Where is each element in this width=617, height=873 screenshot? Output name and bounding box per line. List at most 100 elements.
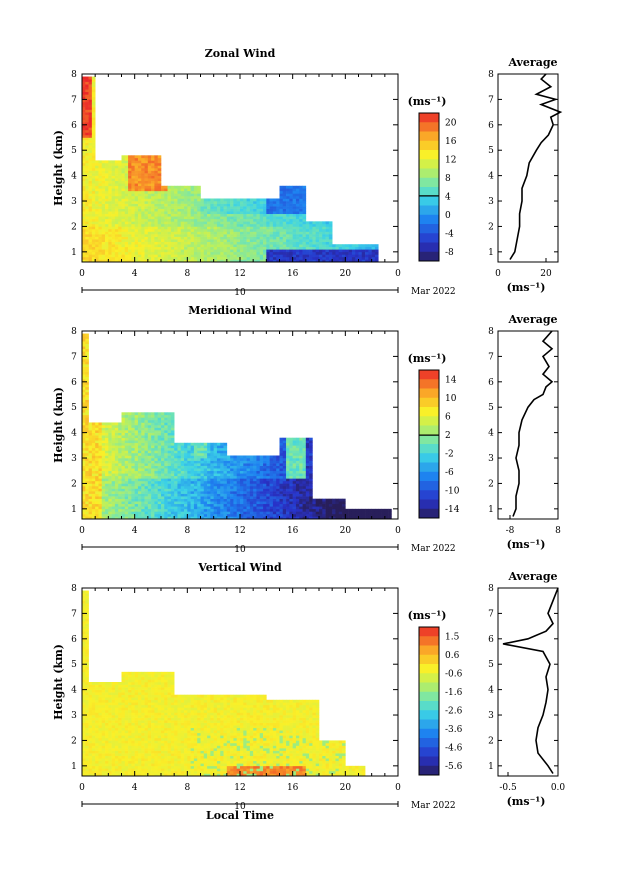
heatmap-cell bbox=[371, 254, 376, 258]
heatmap-cell bbox=[91, 485, 96, 489]
heatmap-cell bbox=[177, 455, 182, 459]
heatmap-cell bbox=[91, 445, 96, 449]
heatmap-cell bbox=[203, 249, 208, 253]
heatmap-cell bbox=[249, 228, 254, 232]
heatmap-cell bbox=[164, 259, 168, 263]
heatmap-cell bbox=[240, 244, 244, 248]
heatmap-cell bbox=[299, 208, 303, 212]
heatmap-cell bbox=[157, 178, 162, 181]
heatmap-cell bbox=[200, 251, 205, 255]
heatmap-cell bbox=[200, 445, 205, 449]
heatmap-cell bbox=[108, 175, 112, 179]
heatmap-cell bbox=[226, 231, 231, 235]
heatmap-cell bbox=[111, 188, 116, 192]
heatmap-cell bbox=[91, 241, 96, 245]
heatmap-cell bbox=[286, 193, 290, 197]
heatmap-cell bbox=[203, 478, 208, 482]
heatmap-cell bbox=[236, 208, 241, 212]
heatmap-cell bbox=[276, 470, 280, 474]
heatmap-cell bbox=[124, 246, 129, 250]
heatmap-cell bbox=[325, 259, 330, 263]
heatmap-cell bbox=[263, 251, 267, 255]
heatmap-cell bbox=[82, 89, 86, 93]
heatmap-cell bbox=[233, 516, 238, 520]
heatmap-cell bbox=[295, 203, 300, 207]
heatmap-cell bbox=[95, 437, 99, 441]
heatmap-cell bbox=[286, 251, 290, 255]
heatmap-cell bbox=[184, 508, 188, 512]
heatmap-cell bbox=[266, 475, 270, 479]
heatmap-cell bbox=[124, 506, 129, 510]
heatmap-cell bbox=[154, 442, 159, 446]
heatmap-cell bbox=[328, 249, 333, 253]
heatmap-cell bbox=[114, 223, 119, 227]
heatmap-cell bbox=[190, 503, 195, 507]
heatmap-cell bbox=[253, 239, 257, 242]
heatmap-cell bbox=[85, 485, 89, 489]
heatmap-cell bbox=[170, 185, 175, 189]
heatmap-cell bbox=[203, 493, 208, 497]
heatmap-cell bbox=[121, 432, 126, 436]
heatmap-cell bbox=[207, 470, 211, 474]
heatmap-cell bbox=[174, 206, 178, 209]
heatmap-cell bbox=[85, 101, 89, 105]
heatmap-cell bbox=[154, 445, 159, 449]
heatmap-cell bbox=[203, 234, 208, 237]
heatmap-cell bbox=[151, 508, 155, 512]
heatmap-cell bbox=[137, 168, 142, 171]
heatmap-cell bbox=[282, 513, 287, 517]
heatmap-cell bbox=[187, 447, 191, 451]
heatmap-cell bbox=[98, 254, 103, 258]
heatmap-cell bbox=[289, 478, 293, 482]
heatmap-cell bbox=[131, 465, 135, 469]
heatmap-cell bbox=[210, 256, 214, 260]
heatmap-cell bbox=[82, 104, 86, 108]
heatmap-cell bbox=[259, 501, 264, 505]
heatmap-cell bbox=[203, 236, 208, 240]
heatmap-cell bbox=[164, 203, 168, 207]
heatmap-cell bbox=[269, 508, 274, 512]
heatmap-cell bbox=[147, 195, 152, 199]
heatmap-cell bbox=[85, 211, 89, 215]
heatmap-cell bbox=[246, 478, 251, 482]
heatmap-cell bbox=[216, 503, 221, 507]
heatmap-cell bbox=[118, 488, 122, 492]
heatmap-cell bbox=[256, 478, 261, 482]
heatmap-cell bbox=[282, 231, 287, 235]
heatmap-cell bbox=[91, 254, 96, 258]
heatmap-cell bbox=[279, 241, 284, 245]
heatmap-cell bbox=[286, 501, 290, 505]
heatmap-cell bbox=[114, 447, 119, 451]
heatmap-cell bbox=[180, 450, 185, 454]
heatmap-cell bbox=[95, 508, 99, 512]
heatmap-cell bbox=[223, 201, 228, 204]
heatmap-cell bbox=[200, 442, 205, 446]
heatmap-cell bbox=[157, 155, 162, 159]
heatmap-cell bbox=[98, 168, 103, 171]
heatmap-cell bbox=[111, 493, 116, 497]
heatmap-cell bbox=[226, 228, 231, 232]
heatmap-cell bbox=[305, 244, 310, 248]
heatmap-cell bbox=[137, 450, 142, 454]
heatmap-cell bbox=[282, 185, 287, 189]
heatmap-cell bbox=[124, 460, 129, 464]
heatmap-cell bbox=[263, 513, 267, 517]
heatmap-cell bbox=[358, 246, 363, 250]
heatmap-cell bbox=[302, 201, 307, 204]
heatmap-cell bbox=[164, 435, 168, 438]
heatmap-cell bbox=[144, 178, 149, 181]
heatmap-cell bbox=[246, 216, 251, 220]
heatmap-cell bbox=[131, 422, 135, 426]
heatmap-cell bbox=[190, 501, 195, 505]
heatmap-cell bbox=[368, 254, 372, 258]
heatmap-cell bbox=[259, 241, 264, 245]
heatmap-cell bbox=[207, 485, 211, 489]
heatmap-cell bbox=[289, 501, 293, 505]
heatmap-cell bbox=[101, 447, 106, 451]
heatmap-cell bbox=[95, 470, 99, 474]
heatmap-cell bbox=[322, 249, 326, 253]
heatmap-cell bbox=[345, 254, 349, 258]
heatmap-cell bbox=[85, 458, 89, 461]
heatmap-cell bbox=[101, 213, 106, 217]
heatmap-cell bbox=[180, 506, 185, 510]
